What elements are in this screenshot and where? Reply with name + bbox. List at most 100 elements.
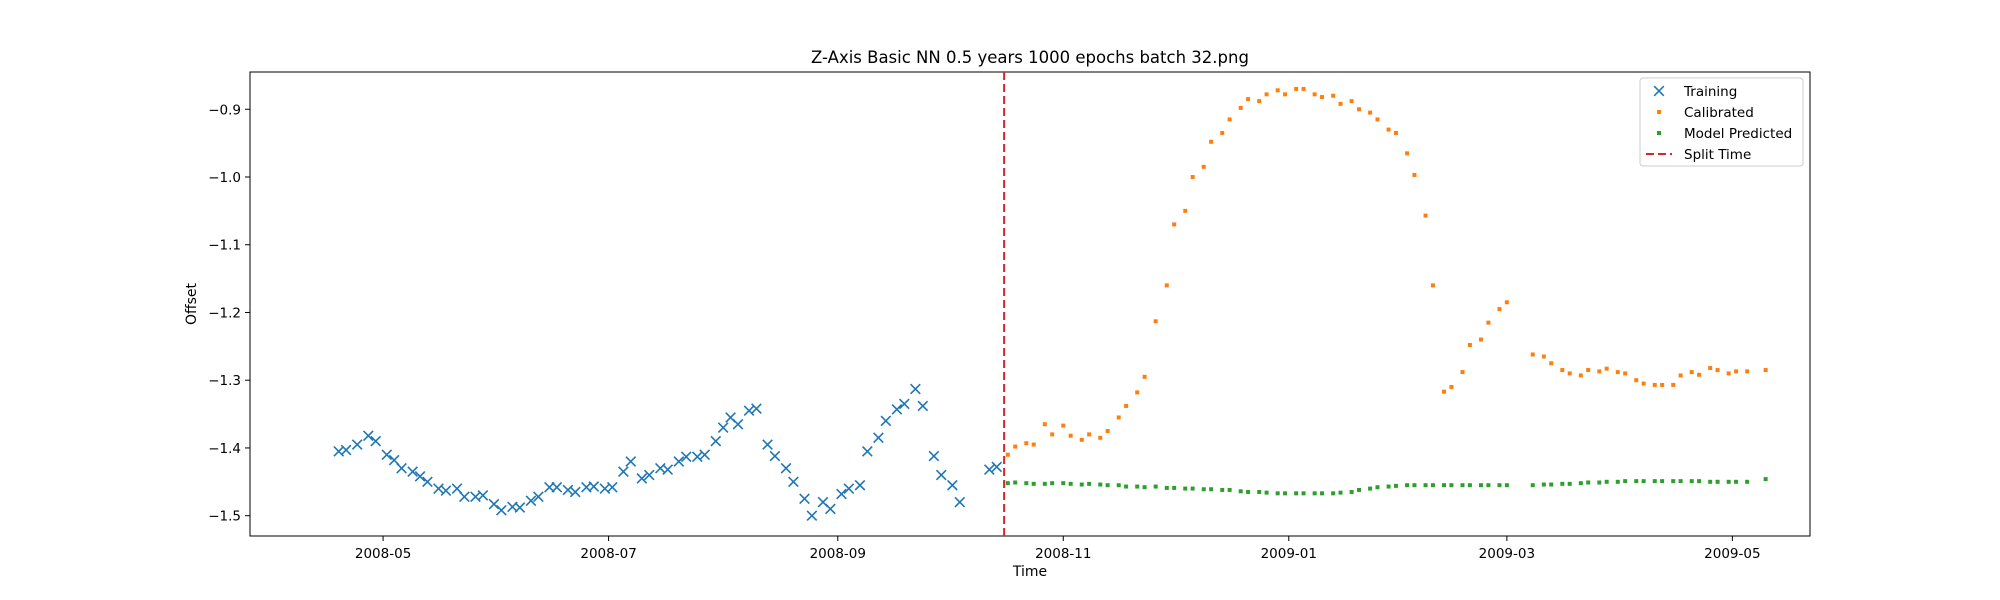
data-point xyxy=(1623,371,1628,376)
data-point xyxy=(1190,174,1195,179)
data-point xyxy=(1597,369,1602,374)
data-point xyxy=(1357,487,1362,492)
data-point xyxy=(1079,482,1084,487)
data-point xyxy=(1660,382,1665,387)
data-point xyxy=(1190,486,1195,491)
y-tick-label: −1.0 xyxy=(208,170,241,186)
data-point xyxy=(1164,485,1169,490)
data-point xyxy=(1478,483,1483,488)
data-point xyxy=(751,403,762,415)
data-point xyxy=(1549,361,1554,366)
data-point xyxy=(1275,88,1280,93)
data-point xyxy=(1449,483,1454,488)
plot-area xyxy=(249,71,1811,537)
data-point xyxy=(1331,93,1336,98)
data-point xyxy=(1172,485,1177,490)
data-point xyxy=(1024,481,1029,486)
x-axis-label: Time xyxy=(1012,564,1047,580)
data-point xyxy=(673,456,685,467)
data-point xyxy=(643,469,655,481)
data-point xyxy=(1541,354,1546,359)
data-point xyxy=(1697,372,1702,377)
data-point xyxy=(381,449,393,461)
data-point xyxy=(1634,479,1639,484)
data-point xyxy=(1116,415,1121,420)
data-point xyxy=(1560,481,1565,486)
data-point xyxy=(1312,491,1317,496)
data-point xyxy=(1460,483,1465,488)
data-point xyxy=(588,481,600,492)
x-tick-label: 2009-05 xyxy=(1704,546,1760,562)
series-layer xyxy=(333,86,1768,522)
data-point xyxy=(699,449,711,461)
data-point xyxy=(910,383,921,395)
data-point xyxy=(680,451,692,463)
data-point xyxy=(1478,337,1483,342)
data-point xyxy=(1368,486,1373,491)
data-point xyxy=(1697,479,1702,484)
data-point xyxy=(496,504,507,516)
data-point xyxy=(1615,370,1620,375)
data-point xyxy=(1098,482,1103,487)
data-point xyxy=(1652,479,1657,484)
data-point xyxy=(1283,491,1288,496)
data-point xyxy=(1098,435,1103,440)
data-point xyxy=(1734,479,1739,484)
data-point xyxy=(1005,481,1010,486)
y-tick-label: −1.5 xyxy=(208,509,241,525)
data-point xyxy=(1124,484,1129,489)
data-point xyxy=(836,488,847,500)
data-point xyxy=(636,473,648,484)
data-point xyxy=(1715,479,1720,484)
data-point xyxy=(569,486,581,498)
data-point xyxy=(1013,444,1018,449)
legend-label: Split Time xyxy=(1684,147,1751,163)
legend-box xyxy=(1639,77,1804,167)
data-point xyxy=(1671,479,1676,484)
data-point xyxy=(691,451,703,463)
data-point xyxy=(873,432,884,444)
data-point xyxy=(396,462,407,474)
data-point xyxy=(1050,432,1055,437)
data-point xyxy=(898,398,910,410)
data-point xyxy=(880,415,892,427)
data-point xyxy=(1430,283,1435,288)
data-point xyxy=(1386,127,1391,132)
y-axis-label: Offset xyxy=(184,282,200,325)
data-point xyxy=(1301,86,1306,91)
data-point xyxy=(532,491,544,503)
y-tick-label: −0.9 xyxy=(208,102,241,118)
data-point xyxy=(854,479,866,491)
data-point xyxy=(1042,422,1047,427)
data-point xyxy=(1412,483,1417,488)
data-point xyxy=(1061,481,1066,486)
data-point xyxy=(370,435,382,447)
x-tick-label: 2009-03 xyxy=(1479,546,1535,562)
data-point xyxy=(954,496,966,508)
data-point xyxy=(1423,213,1428,218)
data-point xyxy=(1634,378,1639,383)
data-point xyxy=(1079,437,1084,442)
y-tick-label: −1.2 xyxy=(208,305,241,321)
data-point xyxy=(1745,479,1750,484)
data-point xyxy=(1567,481,1572,486)
data-point xyxy=(514,502,526,513)
data-point xyxy=(825,503,836,515)
data-point xyxy=(1412,172,1417,177)
data-point xyxy=(1246,489,1251,494)
data-point xyxy=(1560,368,1565,373)
data-point xyxy=(1586,368,1591,373)
data-point xyxy=(362,430,374,442)
data-point xyxy=(1689,370,1694,375)
data-point xyxy=(477,489,489,501)
data-point xyxy=(440,485,452,496)
data-point xyxy=(1726,371,1731,376)
data-point xyxy=(414,471,426,482)
data-point xyxy=(1375,117,1380,122)
data-point xyxy=(1652,382,1657,387)
data-point xyxy=(1320,491,1325,496)
data-point xyxy=(1116,483,1121,488)
data-point xyxy=(1164,283,1169,288)
data-point xyxy=(1264,490,1269,495)
data-point xyxy=(1530,352,1535,357)
